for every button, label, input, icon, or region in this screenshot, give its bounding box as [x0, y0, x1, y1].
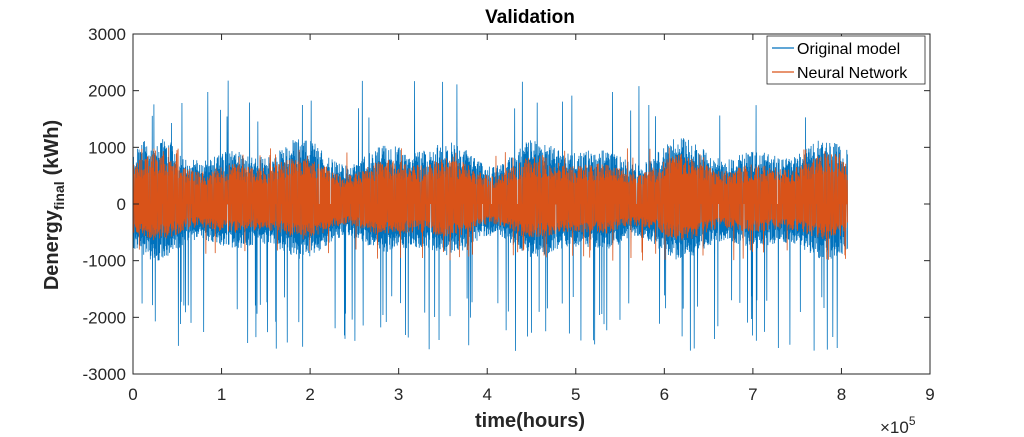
x-tick-label: 1: [217, 385, 226, 404]
x-tick-label: 7: [748, 385, 757, 404]
y-tick-label: 2000: [88, 82, 126, 101]
y-tick-label: -2000: [83, 308, 126, 327]
chart-title: Validation: [485, 7, 575, 28]
y-tick-label: 0: [117, 195, 126, 214]
legend-box: [766, 35, 926, 85]
x-tick-label: 3: [394, 385, 403, 404]
y-tick-label: -3000: [83, 365, 126, 384]
y-axis-title: Denergyfinal (kWh): [41, 120, 67, 290]
y-axis-title-unit: (kWh): [41, 120, 63, 176]
legend: Original model Neural Network: [766, 35, 926, 85]
x-tick-label: 6: [660, 385, 669, 404]
x-exponent-label: ×105: [880, 414, 916, 437]
x-tick-label: 9: [925, 385, 934, 404]
legend-label-neural-network: Neural Network: [797, 65, 908, 82]
y-tick-label: 3000: [88, 25, 126, 44]
x-tick-label: 8: [837, 385, 846, 404]
y-axis-title-main: Denergy: [41, 209, 63, 290]
x-tick-label: 0: [128, 385, 137, 404]
y-tick-label: -1000: [83, 252, 126, 271]
x-axis-ticks: 0 1 2 3 4 5 6 7 8 9: [128, 34, 935, 404]
legend-label-original-model: Original model: [797, 41, 900, 58]
y-axis-title-sub: final: [51, 181, 67, 210]
x-exponent-prefix: ×10: [880, 418, 909, 437]
x-tick-label: 2: [305, 385, 314, 404]
series-neural-network: [132, 147, 849, 261]
y-tick-label: 1000: [88, 138, 126, 157]
x-tick-label: 5: [571, 385, 580, 404]
x-exponent-power: 5: [909, 414, 916, 428]
x-axis-title: time(hours): [475, 410, 585, 432]
x-tick-label: 4: [482, 385, 491, 404]
y-axis-ticks: -3000 -2000 -1000 0 1000 2000 3000: [83, 25, 930, 384]
series-group: [132, 80, 849, 351]
